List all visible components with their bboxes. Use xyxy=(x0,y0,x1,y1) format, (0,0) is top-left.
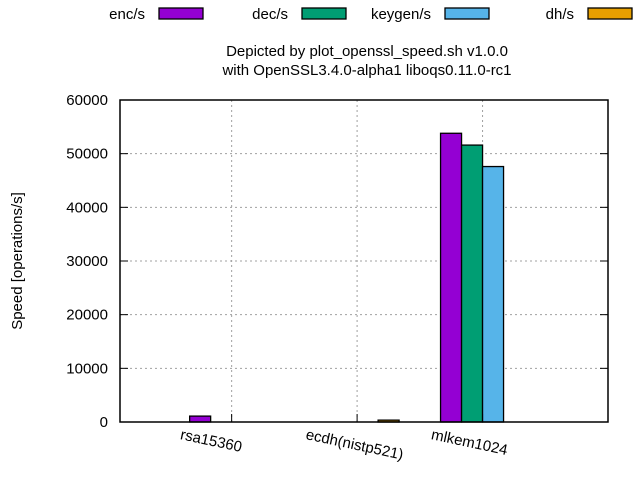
legend-label: dh/s xyxy=(546,6,574,23)
legend-swatch xyxy=(158,7,204,20)
y-tick-label: 30000 xyxy=(66,253,108,270)
x-tick-label: mlkem1024 xyxy=(430,426,509,459)
bar-enc-0 xyxy=(189,415,212,423)
legend-label: enc/s xyxy=(109,6,145,23)
bar-enc-2 xyxy=(439,132,463,423)
y-tick-label: 0 xyxy=(100,414,108,431)
legend-swatch xyxy=(301,7,347,20)
legend: enc/s dec/s keygen/s dh/s xyxy=(109,6,633,23)
axis-ticks: 0 10000 20000 30000 40000 50000 60000 rsa15360 e… xyxy=(66,92,608,464)
y-axis-label: Speed [operations/s] xyxy=(9,192,26,330)
x-tick-label: ecdh(nistp521) xyxy=(304,426,405,463)
bars xyxy=(189,132,505,423)
legend-label: keygen/s xyxy=(371,6,431,23)
y-tick-label: 10000 xyxy=(66,360,108,377)
y-tick-label: 20000 xyxy=(66,307,108,324)
bar-keygen-2 xyxy=(481,165,505,423)
grid-lines xyxy=(120,100,608,422)
legend-swatch xyxy=(587,7,633,20)
legend-swatch xyxy=(444,7,490,20)
x-tick-label: rsa15360 xyxy=(179,426,244,456)
y-tick-label: 60000 xyxy=(66,92,108,109)
y-tick-label: 50000 xyxy=(66,146,108,163)
plot-border xyxy=(119,99,609,423)
legend-label: dec/s xyxy=(252,6,288,23)
chart-title: Depicted by plot_openssl_speed.sh v1.0.0 xyxy=(226,43,508,60)
bar-dec-2 xyxy=(460,144,484,423)
y-tick-label: 40000 xyxy=(66,199,108,216)
chart-subtitle: with OpenSSL3.4.0-alpha1 liboqs0.11.0-rc… xyxy=(221,62,511,79)
